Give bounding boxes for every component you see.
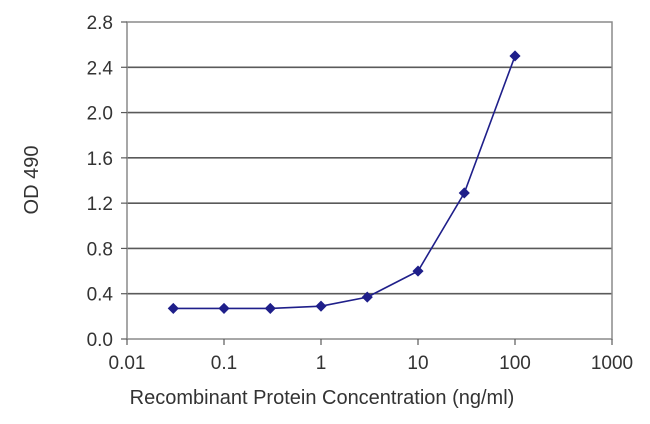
data-point — [361, 291, 373, 303]
x-tick-label: 0.01 — [109, 353, 146, 374]
y-tick-label: 0.0 — [87, 330, 113, 351]
y-tick-label: 0.4 — [87, 285, 114, 306]
y-axis-title: OD 490 — [21, 146, 43, 215]
data-point — [509, 50, 521, 62]
y-tick-label: 1.6 — [87, 149, 113, 170]
y-tick-label: 2.4 — [87, 58, 114, 79]
y-tick-label: 1.2 — [87, 194, 113, 215]
x-tick-label: 100 — [499, 353, 531, 374]
y-tick-label: 2.0 — [87, 104, 113, 125]
data-point — [218, 302, 230, 314]
data-point — [315, 300, 327, 312]
plot-area — [126, 21, 613, 340]
y-tick-label: 2.8 — [87, 13, 113, 34]
y-axis-ticks: 0.0 0.4 0.8 1.2 1.6 2.0 2.4 2.8 — [87, 13, 127, 351]
gridlines — [127, 66, 612, 295]
x-tick-label: 1000 — [591, 353, 633, 374]
data-point — [167, 302, 179, 314]
series-layer — [167, 50, 521, 314]
x-axis-title: Recombinant Protein Concentration (ng/ml… — [130, 387, 515, 409]
y-tick-label: 0.8 — [87, 239, 113, 260]
x-tick-label: 1 — [316, 353, 327, 374]
x-tick-label: 0.1 — [211, 353, 237, 374]
data-point — [264, 302, 276, 314]
series-line — [173, 55, 516, 310]
x-tick-label: 10 — [407, 353, 428, 374]
x-axis-ticks: 0.01 0.1 1 10 100 1000 — [109, 339, 633, 374]
data-point — [412, 265, 424, 277]
data-point — [458, 187, 470, 199]
